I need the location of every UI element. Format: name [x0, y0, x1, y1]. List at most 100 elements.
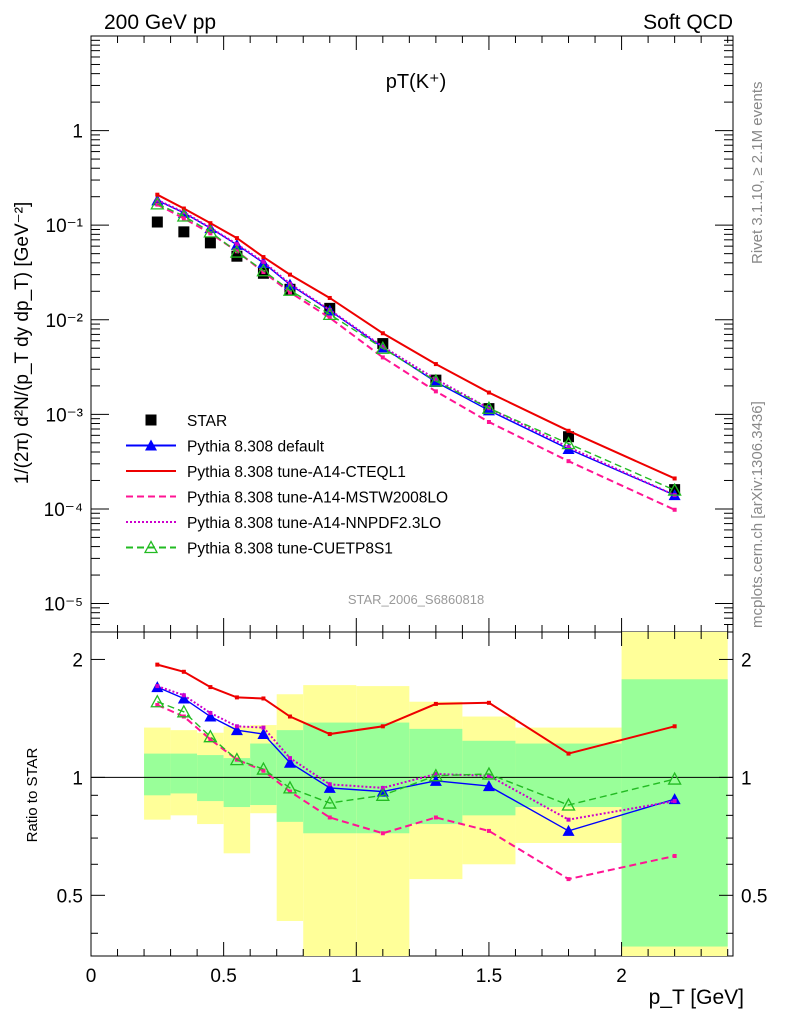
main-point — [282, 282, 298, 296]
x-tick-label: 1 — [351, 966, 362, 987]
ratio-point — [327, 782, 332, 787]
main-point — [322, 307, 337, 321]
main-point — [433, 389, 438, 394]
y-tick-label: 10⁻⁵ — [44, 595, 83, 616]
main-point — [234, 242, 239, 247]
x-tick-label: 1.5 — [476, 966, 502, 987]
main-series-5 — [150, 196, 682, 496]
ratio-point — [287, 756, 292, 761]
ratio-series-1 — [155, 662, 677, 756]
main-point — [428, 373, 443, 387]
ratio-line — [157, 701, 675, 806]
ratio-point — [287, 714, 292, 719]
ratio-point — [208, 737, 213, 742]
x-tick-label: 0 — [86, 966, 97, 987]
legend-item: STAR — [145, 413, 227, 430]
ratio-line — [156, 685, 675, 821]
green-band — [197, 755, 224, 802]
main-series-2 — [155, 192, 677, 481]
legend-label: Pythia 8.308 tune-CUETP8S1 — [187, 541, 393, 558]
ratio-point — [150, 694, 165, 708]
main-line — [156, 198, 676, 497]
ratio-point — [287, 789, 292, 794]
ratio-point — [177, 692, 190, 704]
header-right: Soft QCD — [643, 11, 733, 34]
main-point — [566, 445, 571, 450]
ratio-point — [155, 684, 160, 689]
watermark: STAR_2006_S6860818 — [348, 592, 484, 607]
main-point — [231, 250, 243, 262]
main-point — [566, 459, 571, 464]
ratio-point — [181, 669, 186, 674]
ratio-frame — [90, 631, 734, 957]
legend: STAR Pythia 8.308 default Pythia 8.308 tun… — [126, 413, 448, 558]
ratio-point — [482, 780, 495, 792]
ratio-point — [433, 701, 438, 706]
main-point — [155, 192, 160, 197]
ratio-point — [380, 831, 385, 836]
legend-item: Pythia 8.308 tune-A14-MSTW2008LO — [126, 490, 448, 507]
main-point — [178, 226, 190, 238]
main-point — [150, 196, 165, 210]
main-ylabel: 1/(2π) d²N/(p_T dy dp_T) [GeV⁻²] — [12, 202, 33, 485]
main-point — [433, 377, 438, 382]
ratio-point — [667, 771, 682, 785]
header-left: 200 GeV pp — [104, 11, 216, 34]
main-point — [486, 420, 491, 425]
main-point — [672, 507, 677, 512]
green-band — [462, 740, 516, 816]
main-point — [155, 197, 160, 202]
ratio-point — [234, 724, 239, 729]
main-point — [181, 210, 186, 215]
ratio-point — [327, 815, 332, 820]
main-point — [256, 263, 271, 277]
ratio-line — [157, 686, 675, 832]
main-panel: pT(K⁺) STAR_2006_S6860818 1/(2π) d²N/(p_… — [12, 35, 734, 633]
legend-item: Pythia 8.308 tune-CUETP8S1 — [126, 540, 393, 558]
legend-label: Pythia 8.308 default — [187, 439, 325, 456]
ratio-point — [229, 752, 245, 766]
main-point — [561, 436, 576, 450]
ratio-point — [486, 828, 491, 833]
green-band — [144, 753, 171, 796]
main-point — [181, 216, 186, 221]
y-tick-label: 0.5 — [57, 886, 83, 907]
main-point — [151, 216, 163, 228]
ratio-point — [181, 693, 186, 698]
ratio-point — [261, 725, 266, 730]
ratio-point — [204, 710, 217, 722]
main-point — [261, 255, 266, 260]
green-band — [276, 730, 304, 822]
ratio-point — [566, 877, 571, 882]
x-tick-label: 2 — [616, 966, 627, 987]
main-point — [375, 340, 390, 354]
legend-label: Pythia 8.308 tune-A14-NNPDF2.3LO — [187, 515, 441, 532]
ratio-point — [261, 696, 266, 701]
ratio-point — [380, 724, 385, 729]
ratio-point — [562, 824, 575, 836]
main-point — [181, 206, 186, 211]
ratio-series-0 — [151, 681, 681, 836]
main-point — [566, 428, 571, 433]
ratio-series-3 — [155, 684, 677, 822]
legend-marker — [143, 540, 159, 554]
main-point — [208, 221, 213, 226]
main-point — [327, 315, 332, 320]
main-point — [261, 269, 266, 274]
ratio-point — [672, 724, 677, 729]
ratio-point — [672, 799, 677, 804]
ratio-point — [176, 704, 191, 718]
ratio-series-4 — [150, 694, 682, 811]
main-point — [433, 362, 438, 367]
main-point — [261, 259, 266, 264]
y-tick-label: 10⁻¹ — [46, 216, 84, 237]
ratio-point — [282, 780, 298, 794]
y-tick-label: 1 — [72, 122, 83, 143]
ratio-point — [257, 728, 270, 740]
ratio-point — [566, 751, 571, 756]
y-tick-label: 10⁻² — [46, 311, 84, 332]
y-tick-label-right: 2 — [741, 650, 752, 671]
main-title: pT(K⁺) — [386, 71, 447, 93]
legend-item: Pythia 8.308 tune-A14-CTEQL1 — [126, 464, 406, 481]
